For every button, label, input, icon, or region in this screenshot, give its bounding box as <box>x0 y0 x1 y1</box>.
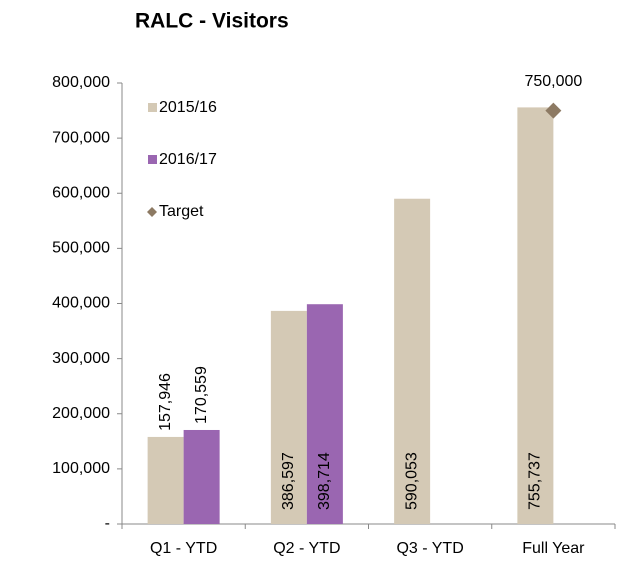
data-label: 750,000 <box>524 73 582 90</box>
chart-title: RALC - Visitors <box>135 10 289 33</box>
data-label: 755,737 <box>527 452 544 510</box>
y-tick-label: 700,000 <box>52 129 110 146</box>
x-tick-label: Q1 - YTD <box>150 540 217 557</box>
bar <box>183 429 220 524</box>
data-label: 386,597 <box>280 452 297 510</box>
y-tick-label: 500,000 <box>52 240 110 257</box>
legend-label: 2016/17 <box>159 151 217 168</box>
data-label: 157,946 <box>157 373 174 431</box>
y-tick-label: 200,000 <box>52 405 110 422</box>
y-tick-label: 400,000 <box>52 295 110 312</box>
bar <box>394 198 431 524</box>
y-tick-label: 300,000 <box>52 350 110 367</box>
bar <box>517 107 554 525</box>
legend-swatch <box>148 103 157 112</box>
x-tick-label: Q2 - YTD <box>273 540 340 557</box>
legend-label: 2015/16 <box>159 99 217 116</box>
y-tick-label: 600,000 <box>52 184 110 201</box>
bar <box>306 304 343 524</box>
y-tick-label: 100,000 <box>52 460 110 477</box>
y-tick-label: - <box>105 515 110 532</box>
legend-marker <box>147 207 157 217</box>
legend-swatch <box>148 155 157 164</box>
legend-label: Target <box>159 203 204 220</box>
y-tick-label: 800,000 <box>52 74 110 91</box>
data-label: 590,053 <box>403 452 420 510</box>
x-tick-label: Full Year <box>522 540 585 557</box>
x-tick-label: Q3 - YTD <box>396 540 463 557</box>
data-label: 398,714 <box>316 452 333 510</box>
data-label: 170,559 <box>193 366 210 424</box>
target-marker <box>545 102 562 119</box>
bar <box>270 310 307 524</box>
bar <box>147 436 184 524</box>
